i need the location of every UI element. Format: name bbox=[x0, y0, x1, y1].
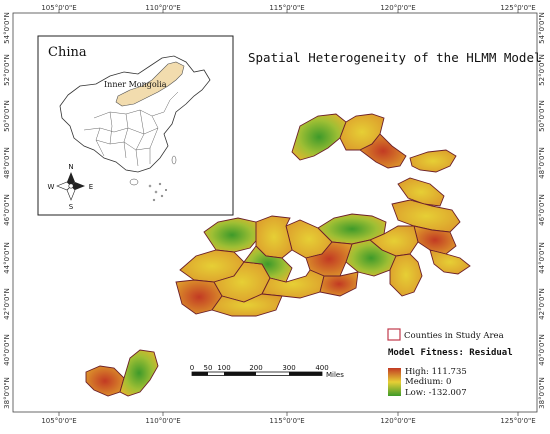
legend-fitness-title: Model Fitness: Residual bbox=[388, 347, 513, 358]
lat-label: 46°0'0"N bbox=[3, 194, 11, 226]
lat-label: 44°0'0"N bbox=[538, 242, 546, 274]
lon-label: 125°0'0"E bbox=[500, 4, 535, 12]
scale-tick: 400 bbox=[315, 364, 328, 372]
legend-high-label: High: 111.735 bbox=[405, 367, 467, 377]
lat-label: 42°0'0"N bbox=[538, 288, 546, 320]
lon-labels-bottom: 105°0'0"E 110°0'0"E 115°0'0"E 120°0'0"E … bbox=[41, 417, 535, 425]
lon-label: 115°0'0"E bbox=[269, 417, 304, 425]
lat-label: 40°0'0"N bbox=[3, 334, 11, 366]
scale-tick: 300 bbox=[282, 364, 295, 372]
county bbox=[359, 133, 407, 169]
lon-label: 125°0'0"E bbox=[500, 417, 535, 425]
map-title: Spatial Heterogeneity of the HLMM Model bbox=[248, 50, 542, 65]
legend-counties-label: Counties in Study Area bbox=[404, 331, 504, 341]
lon-label: 120°0'0"E bbox=[380, 417, 415, 425]
legend-low-label: Low: -132.007 bbox=[405, 388, 467, 398]
lat-label: 38°0'0"N bbox=[538, 377, 546, 409]
lat-label: 48°0'0"N bbox=[3, 147, 11, 179]
lon-labels-top: 105°0'0"E 110°0'0"E 115°0'0"E 120°0'0"E … bbox=[41, 4, 535, 12]
scale-tick: 50 bbox=[204, 364, 213, 372]
county bbox=[319, 271, 359, 297]
lon-label: 120°0'0"E bbox=[380, 4, 415, 12]
legend-medium-label: Medium: 0 bbox=[405, 377, 451, 387]
compass-icon: N S E W bbox=[48, 163, 94, 211]
lat-label: 52°0'0"N bbox=[3, 54, 11, 86]
scale-tick: 100 bbox=[217, 364, 230, 372]
inner-mongolia-highlight bbox=[115, 61, 185, 107]
legend: Counties in Study Area Model Fitness: Re… bbox=[387, 328, 513, 398]
county bbox=[397, 177, 445, 207]
scale-tick: 200 bbox=[249, 364, 262, 372]
lat-label: 38°0'0"N bbox=[3, 377, 11, 409]
compass-n: N bbox=[68, 163, 73, 171]
lat-label: 48°0'0"N bbox=[538, 147, 546, 179]
lat-label: 50°0'0"N bbox=[3, 100, 11, 132]
lat-label: 54°0'0"N bbox=[3, 12, 11, 44]
lat-label: 44°0'0"N bbox=[3, 242, 11, 274]
lat-label: 46°0'0"N bbox=[538, 194, 546, 226]
lat-label: 54°0'0"N bbox=[538, 12, 546, 44]
legend-color-ramp bbox=[388, 368, 401, 396]
compass-e: E bbox=[89, 183, 93, 191]
lon-label: 105°0'0"E bbox=[41, 417, 76, 425]
legend-county-swatch bbox=[387, 328, 401, 341]
lat-label: 50°0'0"N bbox=[538, 100, 546, 132]
lat-label: 42°0'0"N bbox=[3, 288, 11, 320]
county bbox=[413, 225, 457, 255]
graticule-ticks bbox=[58, 9, 519, 416]
lat-labels-right: 54°0'0"N 52°0'0"N 50°0'0"N 48°0'0"N 46°0… bbox=[538, 12, 546, 409]
inset-title: China bbox=[48, 45, 87, 60]
lon-label: 110°0'0"E bbox=[145, 4, 180, 12]
lat-label: 52°0'0"N bbox=[538, 54, 546, 86]
lat-label: 40°0'0"N bbox=[538, 334, 546, 366]
scale-unit: Miles bbox=[326, 371, 344, 379]
scale-tick: 0 bbox=[190, 364, 194, 372]
county bbox=[389, 253, 423, 297]
lat-labels-left: 54°0'0"N 52°0'0"N 50°0'0"N 48°0'0"N 46°0… bbox=[3, 12, 11, 409]
county bbox=[429, 249, 471, 275]
islands bbox=[129, 155, 177, 202]
county bbox=[119, 349, 159, 397]
lon-label: 110°0'0"E bbox=[145, 417, 180, 425]
county bbox=[211, 293, 283, 317]
lon-label: 115°0'0"E bbox=[269, 4, 304, 12]
inset-region-label: Inner Mongolia bbox=[104, 80, 167, 89]
county bbox=[409, 149, 457, 173]
compass-s: S bbox=[69, 203, 74, 211]
county bbox=[391, 199, 461, 233]
scale-bar: 0 50 100 200 300 400 Miles bbox=[190, 364, 344, 379]
province-lines bbox=[83, 91, 179, 167]
inset-map: China Inner Mongolia bbox=[37, 35, 234, 216]
compass-w: W bbox=[48, 183, 55, 191]
county bbox=[243, 245, 293, 283]
lon-label: 105°0'0"E bbox=[41, 4, 76, 12]
study-area bbox=[85, 113, 471, 397]
